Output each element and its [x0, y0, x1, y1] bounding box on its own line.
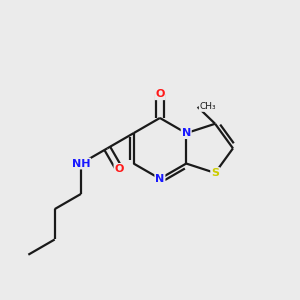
Text: CH₃: CH₃: [199, 102, 216, 111]
Text: NH: NH: [72, 158, 90, 169]
Text: N: N: [182, 128, 191, 138]
Text: O: O: [114, 164, 124, 174]
Text: N: N: [155, 174, 164, 184]
Text: O: O: [155, 89, 165, 99]
Text: S: S: [211, 168, 219, 178]
